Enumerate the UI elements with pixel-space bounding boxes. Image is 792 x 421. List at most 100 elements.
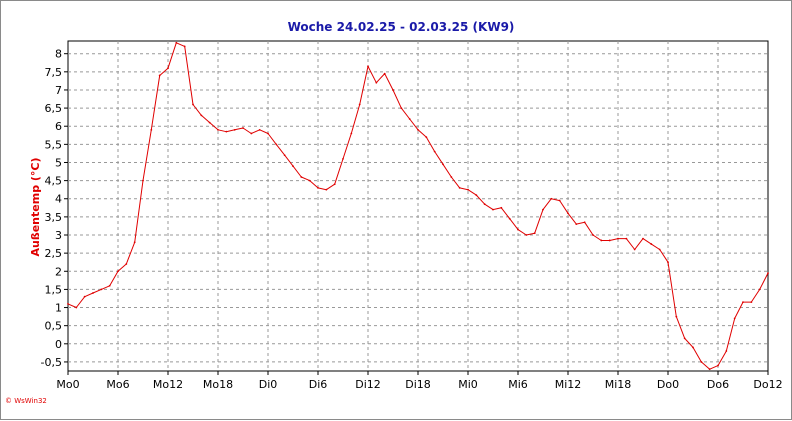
x-tick-label: Mo0: [56, 378, 79, 391]
x-tick-label: Di0: [259, 378, 278, 391]
data-point: [500, 206, 503, 209]
data-point: [375, 81, 378, 84]
data-point: [758, 288, 761, 291]
data-point: [542, 208, 544, 211]
x-tick-label: Do12: [753, 378, 782, 391]
software-watermark: © WsWin32: [5, 397, 47, 405]
data-point: [225, 130, 228, 133]
data-point: [767, 272, 769, 274]
data-point: [417, 128, 419, 131]
data-point: [533, 232, 536, 235]
y-tick-label: 8: [55, 48, 62, 61]
data-point: [558, 199, 561, 202]
data-point: [308, 179, 311, 182]
data-point: [583, 221, 586, 224]
data-point: [708, 368, 711, 371]
data-point: [117, 270, 119, 273]
y-tick-label: 3: [55, 229, 62, 242]
axis-ticks: Mo0 Mo6 Mo12 Mo18 Di0 Di6 Di12 Di18 Mi0 Mi6 Mi12 Mi…: [41, 48, 783, 391]
y-tick-label: 2: [55, 265, 62, 278]
data-point: [242, 127, 244, 129]
data-point: [592, 234, 594, 236]
x-tick-label: Mi12: [555, 378, 582, 391]
x-tick-label: Do6: [707, 378, 729, 391]
data-point: [67, 303, 69, 305]
data-point: [383, 72, 386, 75]
data-point: [650, 243, 653, 245]
y-tick-label: 1: [55, 302, 62, 315]
grid-layer: [68, 41, 768, 371]
data-point: [425, 136, 428, 138]
y-tick-label: 0,5: [45, 320, 63, 333]
y-tick-label: 4: [55, 193, 62, 206]
x-tick-label: Di6: [309, 378, 328, 391]
data-point: [367, 65, 369, 68]
data-point: [442, 163, 444, 166]
data-point: [200, 114, 203, 117]
data-point: [692, 346, 694, 349]
chart-title: Woche 24.02.25 - 02.03.25 (KW9): [288, 20, 515, 34]
x-tick-label: Mi0: [458, 378, 478, 391]
data-point: [550, 197, 553, 200]
data-point: [575, 223, 578, 226]
data-point: [258, 128, 261, 131]
x-tick-label: Mo18: [203, 378, 233, 391]
data-point: [408, 118, 411, 120]
series-layer: [67, 41, 769, 371]
x-tick-label: Mo6: [106, 378, 129, 391]
data-point: [617, 237, 619, 240]
x-tick-label: Mi6: [508, 378, 528, 391]
data-point: [450, 176, 453, 178]
data-point: [658, 248, 661, 251]
data-point: [233, 128, 236, 131]
data-point: [642, 237, 644, 240]
data-point: [717, 364, 719, 367]
data-point: [483, 203, 486, 206]
data-point: [267, 132, 269, 135]
data-point: [342, 157, 344, 160]
x-tick-label: Mi18: [605, 378, 632, 391]
y-tick-label: 7: [55, 84, 62, 97]
data-point: [158, 74, 161, 77]
data-point: [492, 208, 494, 211]
data-point: [633, 248, 636, 251]
data-point: [600, 239, 603, 242]
data-point: [625, 237, 628, 240]
y-tick-label: 7,5: [45, 66, 63, 79]
data-point: [175, 41, 178, 44]
data-point: [83, 295, 86, 298]
data-point: [192, 103, 194, 106]
data-point: [300, 176, 303, 178]
data-point: [400, 107, 403, 109]
data-point: [358, 103, 361, 106]
data-point: [92, 292, 94, 294]
data-point: [167, 67, 169, 70]
data-point: [125, 263, 128, 265]
data-point: [325, 188, 328, 191]
data-point: [108, 284, 111, 287]
data-point: [433, 150, 436, 153]
y-tick-label: 4,5: [45, 175, 63, 188]
data-point: [700, 361, 703, 363]
data-point: [317, 186, 319, 189]
data-point: [217, 128, 219, 131]
data-point: [525, 234, 528, 236]
data-point: [733, 317, 736, 320]
data-point: [292, 165, 294, 168]
x-tick-label: Mo12: [153, 378, 183, 391]
data-point: [742, 301, 744, 303]
data-point: [392, 89, 394, 91]
data-point: [467, 188, 469, 191]
y-tick-label: 6,5: [45, 102, 63, 115]
data-point: [350, 132, 353, 135]
y-tick-label: 0: [55, 338, 62, 351]
data-point: [208, 121, 211, 124]
data-point: [475, 194, 478, 197]
data-point: [608, 239, 611, 242]
data-point: [283, 154, 286, 157]
data-point: [100, 288, 103, 291]
data-point: [667, 261, 669, 264]
data-point: [567, 212, 569, 215]
